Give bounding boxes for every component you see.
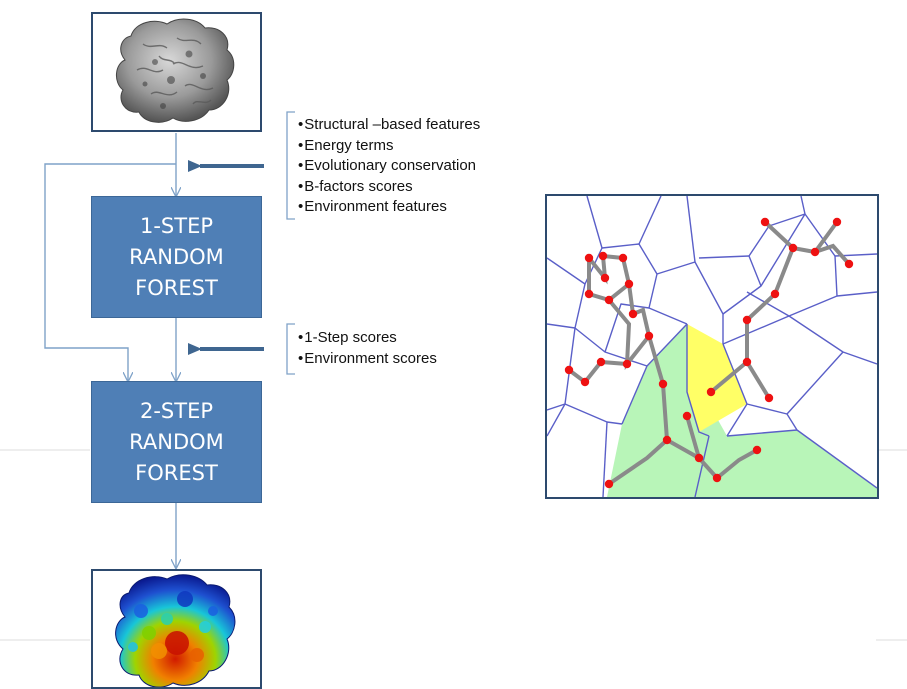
step2-label-line2: RANDOM <box>129 429 224 454</box>
feature-item: Structural –based features <box>298 115 480 136</box>
colored-protein-surface-icon <box>115 574 236 687</box>
bracket-features-step2 <box>286 323 295 375</box>
feature-item: Environment features <box>298 197 480 218</box>
step1-label-line2: RANDOM <box>129 244 224 269</box>
bracket-features-step1 <box>286 111 295 220</box>
protein-surface-icon <box>116 18 235 123</box>
feature-item: B-factors scores <box>298 177 480 198</box>
environment-region-green <box>607 324 877 497</box>
step2-label-line3: FOREST <box>135 460 218 485</box>
target-region-yellow <box>687 324 747 432</box>
features-step2-list: 1-Step scores Environment scores <box>298 328 437 369</box>
feature-item: Energy terms <box>298 136 480 157</box>
arrow-bypass-to-step2 <box>44 163 176 381</box>
features-step1-list: Structural –based features Energy terms … <box>298 115 480 218</box>
feature-item: 1-Step scores <box>298 328 437 349</box>
feature-item: Environment scores <box>298 349 437 370</box>
voronoi-tessellation-panel <box>545 194 879 499</box>
feature-item: Evolutionary conservation <box>298 156 480 177</box>
protein-structure-image <box>91 12 262 132</box>
step2-label-line1: 2-STEP <box>139 398 214 423</box>
step1-random-forest-box: 1-STEP RANDOM FOREST <box>91 196 262 318</box>
step2-random-forest-box: 2-STEP RANDOM FOREST <box>91 381 262 503</box>
step1-label-line1: 1-STEP <box>139 213 214 238</box>
voronoi-diagram <box>547 196 877 497</box>
step1-label-line3: FOREST <box>135 275 218 300</box>
result-protein-image <box>91 569 262 689</box>
